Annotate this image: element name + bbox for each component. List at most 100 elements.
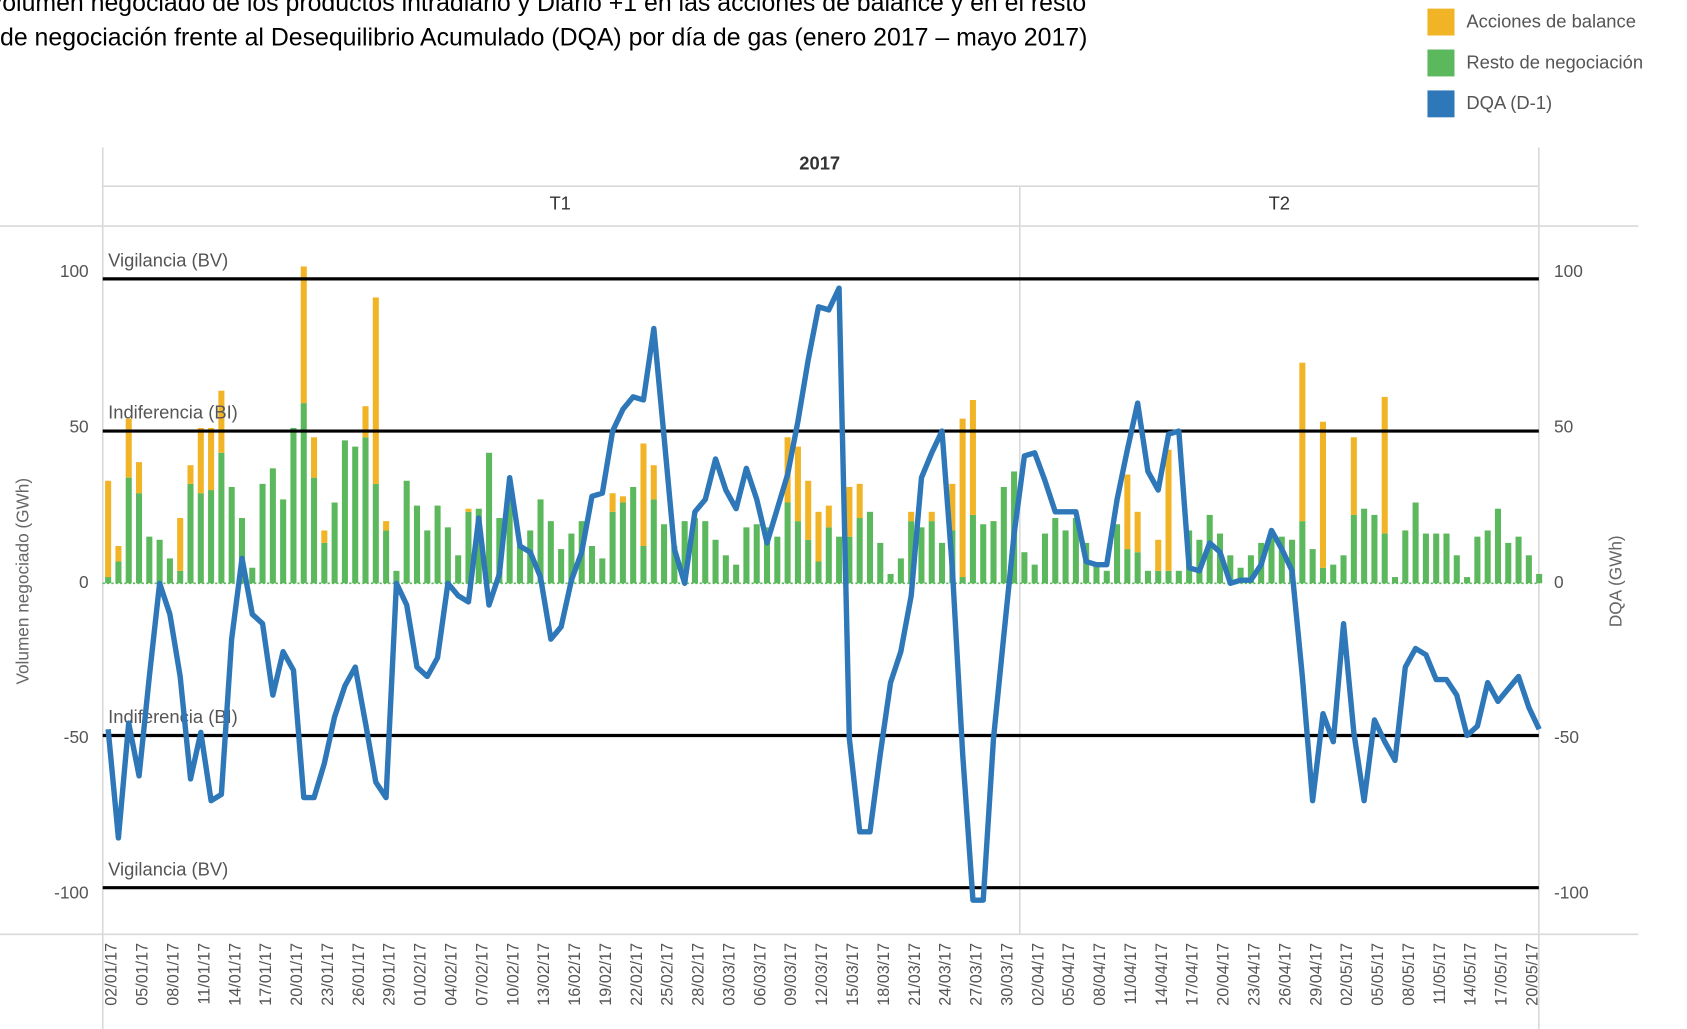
bar	[1237, 567, 1244, 584]
bar	[969, 399, 976, 515]
bar	[1227, 555, 1234, 584]
y2-tick-label: 50	[1554, 417, 1573, 437]
y2-tick-label: 100	[1554, 261, 1583, 281]
bar	[681, 521, 688, 584]
bar	[980, 524, 987, 584]
bar	[218, 452, 225, 584]
bar	[640, 545, 647, 584]
bar	[249, 567, 256, 584]
bar	[702, 521, 709, 584]
bar	[413, 505, 421, 584]
bar	[805, 480, 812, 540]
bar	[516, 545, 523, 584]
bar	[1505, 542, 1512, 584]
bar	[1402, 530, 1409, 584]
bar	[1474, 536, 1481, 584]
bar	[846, 486, 853, 537]
bar	[300, 266, 307, 404]
y-tick-label: 100	[60, 261, 89, 281]
bar	[125, 477, 132, 584]
x-tick-label: 11/05/17	[1431, 943, 1449, 1005]
bar	[125, 418, 132, 478]
bar	[321, 530, 328, 543]
bar	[588, 545, 596, 584]
bar	[1124, 549, 1131, 584]
x-tick-label: 28/02/17	[690, 943, 708, 1006]
bar	[1165, 449, 1172, 571]
bar	[1381, 396, 1388, 534]
bar	[691, 518, 698, 584]
bar	[383, 530, 390, 584]
x-tick-label: 06/03/17	[751, 943, 769, 1006]
bar	[444, 527, 451, 584]
x-tick-label: 17/04/17	[1184, 943, 1202, 1006]
bar	[208, 427, 215, 491]
bar	[1268, 530, 1275, 584]
bar	[228, 486, 235, 584]
x-tick-label: 01/02/17	[412, 943, 430, 1006]
bar	[928, 511, 935, 522]
bar	[774, 536, 781, 584]
bar	[1000, 486, 1007, 584]
bar	[1381, 533, 1388, 584]
header: 2017	[799, 153, 840, 174]
bar	[897, 558, 904, 584]
bar	[1134, 552, 1141, 584]
bar	[424, 530, 431, 584]
bar	[763, 527, 771, 584]
x-tick-label: 05/04/17	[1060, 943, 1078, 1006]
bar	[197, 427, 204, 494]
bar	[1299, 521, 1306, 584]
bar	[1361, 508, 1368, 584]
bar	[877, 542, 884, 584]
x-tick-label: 20/01/17	[288, 943, 306, 1006]
bar	[1319, 421, 1326, 568]
x-tick-label: 05/05/17	[1369, 943, 1387, 1006]
bar	[1052, 518, 1059, 584]
bar	[1433, 533, 1440, 584]
x-tick-label: 21/03/17	[906, 943, 924, 1006]
x-tick-label: 14/05/17	[1462, 943, 1480, 1006]
x-tick-label: 12/03/17	[813, 943, 831, 1006]
bar	[1031, 564, 1038, 584]
reference-label: Vigilancia (BV)	[108, 858, 228, 879]
y2-axis-label: DQA (GWh)	[1605, 535, 1625, 627]
bar	[1464, 577, 1471, 584]
bar	[630, 486, 637, 584]
bar	[269, 468, 276, 584]
bar	[486, 452, 493, 584]
bar	[619, 496, 626, 503]
reference-label: Indiferencia (BI)	[108, 402, 238, 423]
x-tick-label: 13/02/17	[535, 943, 553, 1006]
bar	[908, 511, 915, 522]
legend-swatch	[1427, 8, 1455, 36]
bar	[661, 524, 668, 584]
x-tick-label: 27/03/17	[968, 943, 986, 1006]
bar	[568, 533, 575, 584]
bar	[928, 521, 935, 584]
bar	[650, 499, 657, 584]
bar	[177, 518, 184, 571]
bar	[825, 527, 832, 584]
bar	[547, 521, 554, 584]
y-tick-label: -100	[54, 882, 89, 902]
x-tick-label: 10/02/17	[504, 943, 522, 1006]
bar	[290, 427, 297, 584]
bar	[1175, 570, 1182, 584]
y-axis-label: Volumen negociado (GWh)	[12, 478, 32, 685]
x-tick-label: 26/01/17	[350, 943, 368, 1006]
bar	[753, 524, 760, 584]
bar	[1072, 518, 1079, 584]
bar	[135, 462, 143, 494]
bar	[372, 483, 379, 584]
bar	[650, 465, 657, 500]
y2-tick-label: -100	[1554, 882, 1589, 902]
bar	[939, 542, 946, 584]
bar	[362, 406, 369, 438]
bar	[1278, 536, 1285, 584]
bar	[1144, 570, 1151, 584]
bar	[238, 518, 246, 584]
line	[105, 285, 1542, 903]
bar	[393, 570, 400, 584]
